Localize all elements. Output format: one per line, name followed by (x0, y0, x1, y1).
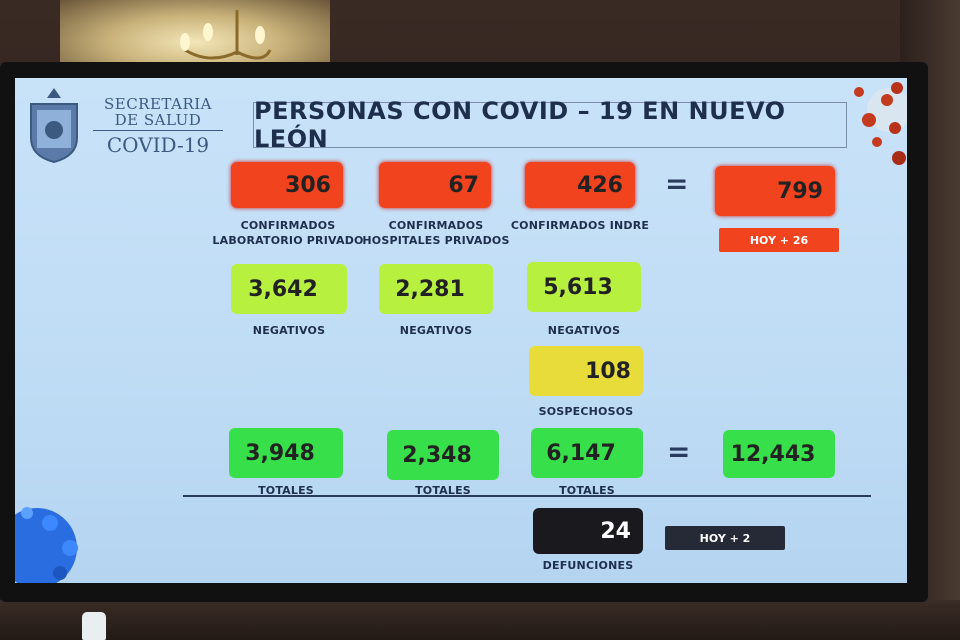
confirmed-indre-label: CONFIRMADOS INDRE (505, 218, 655, 233)
org-divider (93, 130, 223, 131)
totals-indre-value: 6,147 (531, 428, 643, 478)
floor (0, 600, 960, 640)
org-name: SECRETARIA DE SALUD COVID-19 (93, 96, 223, 156)
deaths-value: 24 (533, 508, 643, 554)
bottle (82, 612, 106, 640)
divider-line (183, 495, 871, 497)
background-light (60, 0, 330, 70)
confirmed-indre-value: 426 (525, 162, 635, 208)
confirmed-hospital-label-1: CONFIRMADOS (388, 219, 484, 232)
negatives-hospital-value: 2,281 (379, 264, 493, 314)
totals-hospital-label: TOTALES (415, 484, 471, 497)
negatives-hospital-label: NEGATIVOS (399, 324, 473, 337)
confirmed-total-value: 799 (715, 166, 835, 216)
confirmed-indre-label-1: CONFIRMADOS INDRE (510, 219, 650, 232)
negatives-lab-value: 3,642 (231, 264, 347, 314)
totals-lab-value: 3,948 (229, 428, 343, 478)
confirmed-lab-label-2: LABORATORIO PRIVADO (212, 234, 364, 247)
deaths-today-badge: HOY + 2 (665, 526, 785, 550)
suspected-label: SOSPECHOSOS (538, 405, 634, 418)
suspected-value: 108 (529, 346, 643, 396)
negatives-lab-label: NEGATIVOS (252, 324, 326, 337)
confirmed-hospital-value: 67 (379, 162, 491, 208)
org-line2: DE SALUD (114, 111, 202, 129)
confirmed-hospital-label: CONFIRMADOS HOSPITALES PRIVADOS (361, 218, 511, 248)
negatives-indre-label: NEGATIVOS (547, 324, 621, 337)
totals-lab-label: TOTALES (258, 484, 314, 497)
chandelier-icon (180, 10, 272, 60)
confirmed-lab-label: CONFIRMADOS LABORATORIO PRIVADO (205, 218, 371, 248)
page-title-text: PERSONAS CON COVID – 19 EN NUEVO LEÓN (254, 97, 786, 153)
confirmed-lab-label-1: CONFIRMADOS (240, 219, 336, 232)
equals-sign: = (667, 435, 691, 468)
totals-hospital-value: 2,348 (387, 430, 499, 480)
confirmed-hospital-label-2: HOSPITALES PRIVADOS (362, 234, 510, 247)
org-line1: SECRETARIA (103, 95, 212, 113)
confirmed-today-badge: HOY + 26 (719, 228, 839, 252)
deaths-label: DEFUNCIONES (542, 559, 634, 572)
totals-indre-label: TOTALES (559, 484, 615, 497)
tv-screen: SECRETARIA DE SALUD COVID-19 PERSONAS CO… (15, 78, 907, 583)
virus-icon (854, 82, 907, 165)
page-title: PERSONAS CON COVID – 19 EN NUEVO LEÓN (253, 97, 847, 153)
virus-icon (15, 507, 78, 583)
shield-logo-icon (30, 88, 78, 164)
confirmed-lab-value: 306 (231, 162, 343, 208)
grand-total-value: 12,443 (723, 430, 835, 478)
equals-sign: = (665, 167, 689, 200)
negatives-indre-value: 5,613 (527, 262, 641, 312)
org-line3: COVID-19 (106, 133, 210, 157)
